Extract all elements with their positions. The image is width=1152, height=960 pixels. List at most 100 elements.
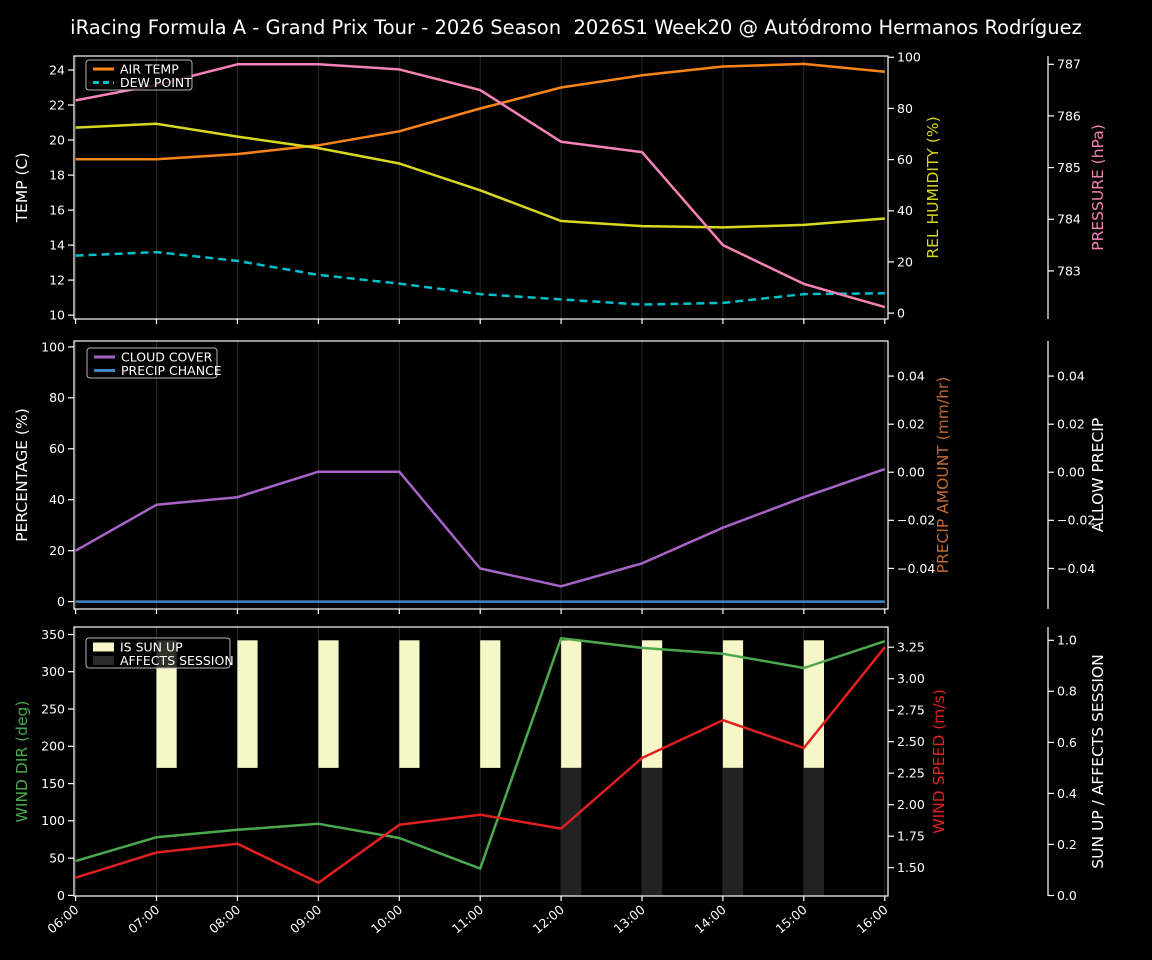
y-tick-label: 787 (1057, 57, 1081, 72)
y-tick-label: 2.00 (897, 797, 925, 812)
y-tick-label: 783 (1057, 263, 1081, 278)
x-tick-label: 07:00 (125, 902, 162, 937)
plot-frame (73, 55, 889, 320)
y-tick-label: 0.0 (1057, 888, 1077, 903)
y-tick-label: 100 (41, 813, 65, 828)
x-tick-label: 11:00 (449, 902, 486, 937)
series-pressure (75, 63, 886, 309)
y-tick-label: 22 (49, 97, 65, 112)
y-tick-label: −0.02 (897, 513, 935, 528)
y-tick-label: 2.25 (897, 766, 925, 781)
legend-box (86, 347, 218, 379)
sun-up-bar (237, 640, 258, 768)
series-wind-dir (75, 636, 886, 870)
axis-label-pressure: PRESSURE (hPa) (1089, 124, 1107, 251)
x-tick-label: 10:00 (368, 902, 405, 937)
y-tick-label: 100 (41, 339, 65, 354)
series-rel-humidity (75, 122, 885, 229)
y-tick-label: 2.75 (897, 703, 925, 718)
legend-label: AIR TEMP (120, 61, 179, 76)
legend-box (85, 637, 231, 669)
sun-up-bar (156, 640, 177, 768)
y-tick-label: 0.4 (1057, 786, 1077, 801)
y-tick-label: 12 (49, 272, 65, 287)
x-tick-label: 14:00 (692, 902, 729, 937)
y-tick-label: 10 (49, 307, 65, 322)
y-tick-label: 150 (41, 776, 65, 791)
y-tick-label: 300 (41, 664, 65, 679)
y-tick-label: 20 (49, 543, 65, 558)
y-tick-label: 80 (49, 390, 65, 405)
affects-session-bar (803, 767, 824, 896)
legend-sample-patch (93, 642, 114, 652)
y-tick-label: 0.6 (1057, 735, 1077, 750)
legend-label: CLOUD COVER (121, 349, 213, 364)
y-tick-label: 60 (49, 441, 65, 456)
legend-label: DEW POINT (120, 75, 192, 90)
y-tick-label: 40 (49, 492, 65, 507)
chart-precipitation: 0 20 40 60 80 100 PERCENTAGE (%) 0.04 0.02 0.00 −0… (13, 339, 1107, 614)
y-tick-label: 786 (1057, 108, 1081, 123)
axis-label-dir: WIND DIR (deg) (13, 701, 31, 823)
y-tick-label: 0.02 (897, 417, 925, 432)
chart-wind: 06:00 07:00 08:00 09:00 10:00 11:00 12:00 13:00… (13, 626, 1107, 937)
series-air-temp (75, 62, 885, 161)
x-tick-label: 15:00 (772, 902, 809, 937)
y-tick-label: 3.00 (897, 671, 925, 686)
y-tick-label: 14 (49, 237, 65, 252)
figure-title: iRacing Formula A - Grand Prix Tour - 20… (70, 16, 1082, 39)
y-tick-label: 0.02 (1057, 417, 1085, 432)
sun-up-bar (561, 640, 582, 768)
legend-label: IS SUN UP (120, 639, 183, 654)
plot-frame (73, 340, 889, 610)
y-tick-label: 60 (897, 152, 913, 167)
y-tick-label: 50 (49, 850, 65, 865)
axis-label-speed: WIND SPEED (m/s) (930, 689, 948, 833)
x-tick-label: 12:00 (530, 902, 567, 937)
legend-label: AFFECTS SESSION (120, 653, 234, 668)
axis-label-sun: SUN UP / AFFECTS SESSION (1089, 654, 1107, 868)
x-tick-label: 16:00 (853, 902, 890, 937)
x-tick-label: 13:00 (611, 902, 648, 937)
x-tick-label: 09:00 (287, 902, 324, 937)
y-tick-label: −0.04 (897, 561, 935, 576)
y-tick-label: 1.50 (897, 860, 925, 875)
y-tick-label: 350 (41, 627, 65, 642)
sun-up-bar (642, 640, 663, 768)
y-tick-label: 24 (49, 62, 65, 77)
y-tick-label: 2.50 (897, 734, 925, 749)
y-tick-label: −0.04 (1057, 561, 1095, 576)
y-tick-label: 1.75 (897, 829, 925, 844)
axis-label-amount: PRECIP AMOUNT (mm/hr) (934, 377, 952, 574)
x-tick-label: 08:00 (206, 902, 243, 937)
y-tick-label: 785 (1057, 160, 1081, 175)
y-tick-label: 0 (57, 888, 65, 903)
y-tick-label: 18 (49, 167, 65, 182)
affects-session-bar (722, 767, 744, 896)
y-tick-label: 100 (897, 50, 921, 65)
y-tick-label: 3.25 (897, 640, 925, 655)
y-tick-label: 200 (41, 739, 65, 754)
y-tick-label: 0.8 (1057, 684, 1077, 699)
affects-session-bar (642, 767, 663, 896)
sun-up-bar (399, 640, 420, 768)
series-cloud-cover (74, 467, 886, 588)
y-tick-label: 0 (897, 305, 905, 320)
y-tick-label: −0.02 (1057, 513, 1095, 528)
y-tick-label: 40 (897, 203, 913, 218)
affects-session-bar (561, 767, 582, 896)
sun-up-bar (803, 640, 824, 768)
axis-label-allow: ALLOW PRECIP (1089, 418, 1107, 532)
legend-sample-patch (93, 656, 114, 665)
y-tick-label: 80 (897, 101, 913, 116)
y-tick-label: 0.00 (897, 465, 925, 480)
y-tick-label: 0.00 (1057, 465, 1085, 480)
y-tick-label: 250 (41, 701, 65, 716)
plot-frame (73, 626, 889, 897)
x-tick-label: 06:00 (44, 902, 81, 937)
y-tick-label: 0.2 (1057, 837, 1077, 852)
